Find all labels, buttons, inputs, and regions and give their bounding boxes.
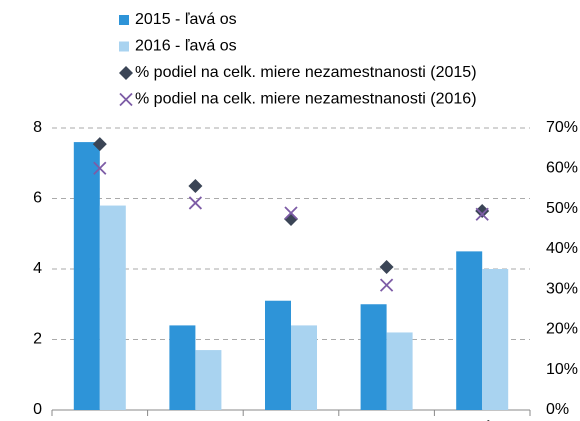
y-tick-label: 2: [33, 331, 42, 348]
marker: [475, 207, 489, 221]
marker: [379, 259, 394, 274]
bar: [360, 304, 387, 410]
marker: [379, 278, 394, 292]
y2-tick-label: 50%: [546, 200, 578, 217]
y-tick-label: 8: [33, 119, 42, 136]
y-tick-label: 0: [33, 401, 42, 418]
bar: [386, 332, 413, 410]
marker: [188, 196, 203, 210]
y2-tick-label: 40%: [546, 240, 578, 257]
bar: [265, 300, 291, 410]
marker: [475, 203, 490, 218]
y2-tick-label: 10%: [546, 361, 578, 378]
legend-swatch: [119, 41, 129, 52]
marker: [119, 66, 133, 80]
marker: [93, 161, 107, 175]
marker: [119, 92, 133, 107]
legend-label: % podiel na celk. miere nezamestnanosti …: [135, 91, 477, 108]
y2-tick-label: 0%: [546, 401, 569, 418]
y2-tick-label: 70%: [546, 119, 578, 136]
bar: [169, 325, 196, 410]
y2-tick-label: 20%: [546, 321, 578, 338]
y-tick-label: 4: [33, 260, 42, 277]
marker: [92, 137, 107, 152]
bar: [456, 251, 483, 410]
legend-label: 2016 - ľavá os: [135, 38, 237, 55]
y2-tick-label: 60%: [546, 160, 578, 177]
bar: [73, 142, 100, 410]
bar: [482, 269, 509, 410]
legend-swatch: [119, 15, 129, 25]
y2-tick-label: 30%: [546, 280, 578, 297]
y-tick-label: 6: [33, 190, 42, 207]
bar: [99, 205, 126, 410]
bar: [195, 350, 222, 410]
bar: [291, 325, 317, 410]
marker: [284, 206, 298, 220]
legend-label: % podiel na celk. miere nezamestnanosti …: [135, 64, 477, 81]
marker: [188, 179, 203, 194]
legend-label: 2015 - ľavá os: [135, 11, 237, 28]
